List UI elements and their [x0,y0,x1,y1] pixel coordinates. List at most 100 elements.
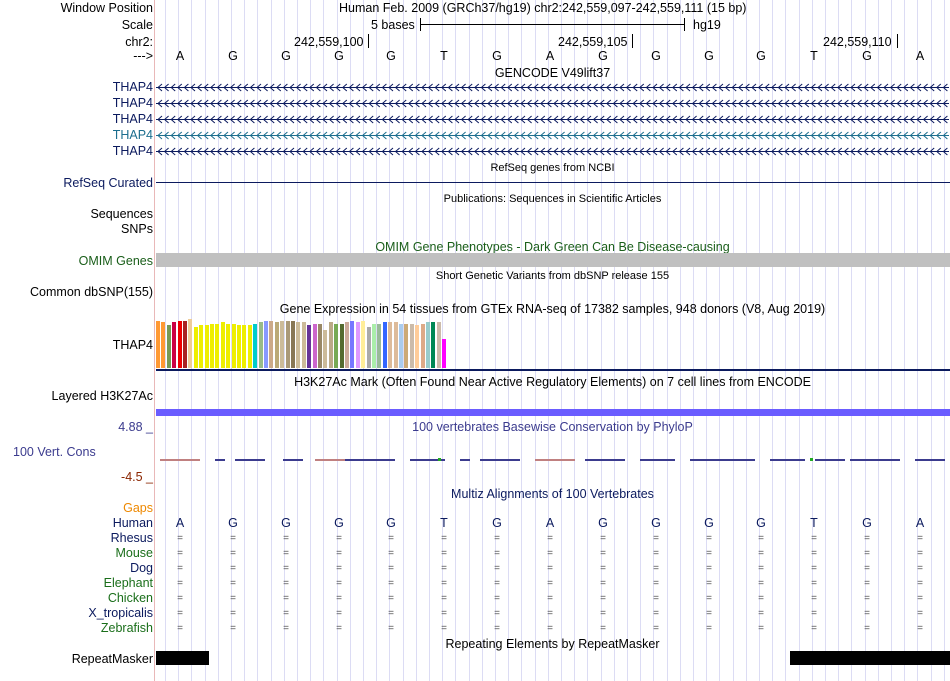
multiz-human-label[interactable]: Human [112,516,153,530]
multiz-gaps-label[interactable]: Gaps [123,501,153,515]
gtex-tissue-bar[interactable] [183,321,187,368]
gencode-transcript-strand[interactable] [156,99,949,108]
gencode-transcript-label[interactable]: THAP4 [112,80,153,94]
multiz-species-label[interactable]: X_tropicalis [88,606,153,620]
gtex-tissue-bar[interactable] [323,330,327,368]
gtex-tissue-bar[interactable] [296,322,300,368]
gtex-tissue-bar[interactable] [205,325,209,368]
strand-arrow-chevron [592,115,598,124]
gtex-tissue-bar[interactable] [161,322,165,368]
gtex-tissue-bar[interactable] [388,322,392,368]
refseq-track-label[interactable]: RefSeq Curated [63,176,153,190]
h3k27ac-signal-bar[interactable] [156,409,950,416]
repeatmasker-element-left[interactable] [156,651,209,665]
gencode-transcript-label[interactable]: THAP4 [112,128,153,142]
dbsnp-track-label[interactable]: Common dbSNP(155) [30,285,153,299]
gtex-tissue-bar[interactable] [242,325,246,368]
gtex-tissue-bar[interactable] [334,324,338,368]
multiz-species-label[interactable]: Mouse [115,546,153,560]
gtex-tissue-bar[interactable] [356,322,360,368]
h3k27ac-track-label[interactable]: Layered H3K27Ac [51,389,153,403]
gtex-tissue-bar[interactable] [253,324,257,368]
gtex-expression-bars[interactable] [156,317,556,368]
gtex-tissue-bar[interactable] [237,325,241,368]
multiz-match-symbol: = [653,623,659,634]
gtex-tissue-bar[interactable] [264,321,268,368]
strand-arrow-chevron [421,83,427,92]
gencode-transcript-strand[interactable] [156,147,949,156]
position-label-2: 242,559,105 [558,35,628,49]
gtex-tissue-bar[interactable] [383,322,387,368]
conservation-track-label[interactable]: 100 Vert. Cons [13,445,96,459]
gtex-tissue-bar[interactable] [361,321,365,368]
gtex-tissue-bar[interactable] [302,322,306,368]
gtex-tissue-bar[interactable] [313,324,317,368]
gtex-tissue-bar[interactable] [399,324,403,368]
gtex-tissue-bar[interactable] [167,325,171,368]
gencode-transcript-label[interactable]: THAP4 [112,96,153,110]
gtex-tissue-bar[interactable] [421,324,425,368]
gtex-tissue-bar[interactable] [431,322,435,368]
multiz-species-label[interactable]: Chicken [107,591,153,605]
gtex-tissue-bar[interactable] [404,324,408,368]
gtex-tissue-bar[interactable] [221,322,225,368]
gtex-tissue-bar[interactable] [232,324,236,368]
gtex-track-label[interactable]: THAP4 [112,338,153,352]
omim-feature-bar[interactable] [156,253,950,267]
omim-track-label[interactable]: OMIM Genes [78,254,153,268]
gtex-tissue-bar[interactable] [291,321,295,368]
gtex-tissue-bar[interactable] [377,324,381,368]
multiz-species-label[interactable]: Dog [130,561,153,575]
gtex-tissue-bar[interactable] [410,324,414,368]
gtex-tissue-bar[interactable] [194,327,198,368]
gtex-tissue-bar[interactable] [259,322,263,368]
gencode-transcript-strand[interactable] [156,131,949,140]
assembly-position-text[interactable]: Human Feb. 2009 (GRCh37/hg19) chr2:242,5… [339,1,747,15]
gtex-tissue-bar[interactable] [210,324,214,368]
gencode-transcript-strand[interactable] [156,83,949,92]
strand-arrow-chevron [573,115,579,124]
gtex-tissue-bar[interactable] [280,321,284,368]
repeatmasker-track-label[interactable]: RepeatMasker [71,652,153,666]
gtex-tissue-bar[interactable] [372,324,376,368]
multiz-species-label[interactable]: Rhesus [110,531,153,545]
gtex-tissue-bar[interactable] [226,324,230,368]
gtex-tissue-bar[interactable] [437,322,441,368]
gtex-tissue-bar[interactable] [367,327,371,368]
strand-arrow-chevron [295,83,301,92]
gtex-tissue-bar[interactable] [199,325,203,368]
gencode-transcript-label[interactable]: THAP4 [112,144,153,158]
gtex-tissue-bar[interactable] [269,321,273,368]
gtex-tissue-bar[interactable] [178,321,182,368]
strand-arrow-chevron [909,147,915,156]
publications-track-label[interactable]: Sequences [90,207,153,221]
snps-track-label[interactable]: SNPs [121,222,153,236]
repeatmasker-element-right[interactable] [790,651,950,665]
gtex-tissue-bar[interactable] [415,325,419,368]
gtex-tissue-bar[interactable] [172,322,176,368]
gtex-tissue-bar[interactable] [394,322,398,368]
strand-arrow-chevron [771,147,777,156]
gtex-tissue-bar[interactable] [307,325,311,368]
strand-arrow-chevron [394,99,400,108]
multiz-human-base: G [651,516,661,530]
gtex-tissue-bar[interactable] [340,324,344,368]
gencode-transcript-label[interactable]: THAP4 [112,112,153,126]
gtex-tissue-bar[interactable] [442,339,446,368]
gtex-tissue-bar[interactable] [248,325,252,368]
gtex-tissue-bar[interactable] [318,324,322,368]
gtex-tissue-bar[interactable] [275,322,279,368]
gtex-tissue-bar[interactable] [329,322,333,368]
gtex-tissue-bar[interactable] [156,321,160,368]
gencode-transcript-strand[interactable] [156,115,949,124]
gtex-tissue-bar[interactable] [188,319,192,368]
gtex-tissue-bar[interactable] [426,322,430,368]
strand-arrow-label[interactable]: ---> [133,49,153,63]
multiz-species-label[interactable]: Zebrafish [100,621,153,635]
strand-arrow-chevron [553,131,559,140]
gtex-tissue-bar[interactable] [350,321,354,368]
gtex-tissue-bar[interactable] [345,322,349,368]
gtex-tissue-bar[interactable] [286,321,290,368]
multiz-species-label[interactable]: Elephant [103,576,153,590]
gtex-tissue-bar[interactable] [215,324,219,368]
